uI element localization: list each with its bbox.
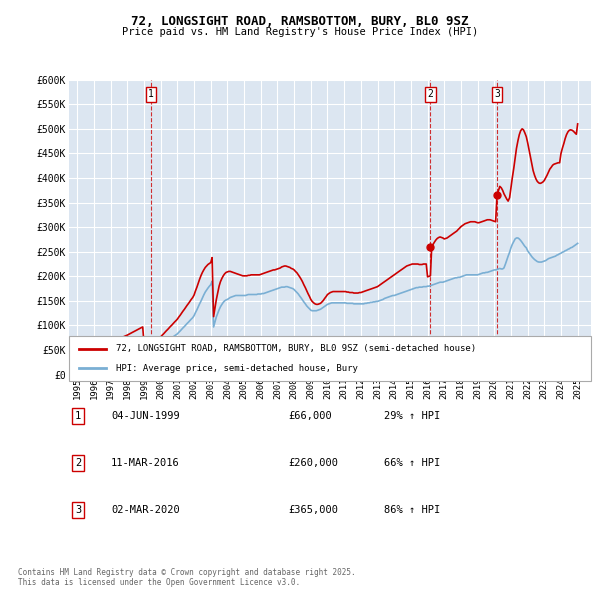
- Text: 04-JUN-1999: 04-JUN-1999: [111, 411, 180, 421]
- Text: 1: 1: [75, 411, 81, 421]
- Text: 3: 3: [494, 90, 500, 99]
- Text: £260,000: £260,000: [288, 458, 338, 468]
- Text: Price paid vs. HM Land Registry's House Price Index (HPI): Price paid vs. HM Land Registry's House …: [122, 27, 478, 37]
- Text: £66,000: £66,000: [288, 411, 332, 421]
- Text: 29% ↑ HPI: 29% ↑ HPI: [384, 411, 440, 421]
- Text: 2: 2: [75, 458, 81, 468]
- Text: Contains HM Land Registry data © Crown copyright and database right 2025.
This d: Contains HM Land Registry data © Crown c…: [18, 568, 356, 587]
- Text: £365,000: £365,000: [288, 506, 338, 515]
- Text: 72, LONGSIGHT ROAD, RAMSBOTTOM, BURY, BL0 9SZ (semi-detached house): 72, LONGSIGHT ROAD, RAMSBOTTOM, BURY, BL…: [116, 344, 476, 353]
- Text: 2: 2: [427, 90, 433, 99]
- Text: 02-MAR-2020: 02-MAR-2020: [111, 506, 180, 515]
- Text: 66% ↑ HPI: 66% ↑ HPI: [384, 458, 440, 468]
- Text: 1: 1: [148, 90, 154, 99]
- Text: HPI: Average price, semi-detached house, Bury: HPI: Average price, semi-detached house,…: [116, 363, 358, 373]
- Text: 11-MAR-2016: 11-MAR-2016: [111, 458, 180, 468]
- Text: 86% ↑ HPI: 86% ↑ HPI: [384, 506, 440, 515]
- Text: 3: 3: [75, 506, 81, 515]
- Text: 72, LONGSIGHT ROAD, RAMSBOTTOM, BURY, BL0 9SZ: 72, LONGSIGHT ROAD, RAMSBOTTOM, BURY, BL…: [131, 15, 469, 28]
